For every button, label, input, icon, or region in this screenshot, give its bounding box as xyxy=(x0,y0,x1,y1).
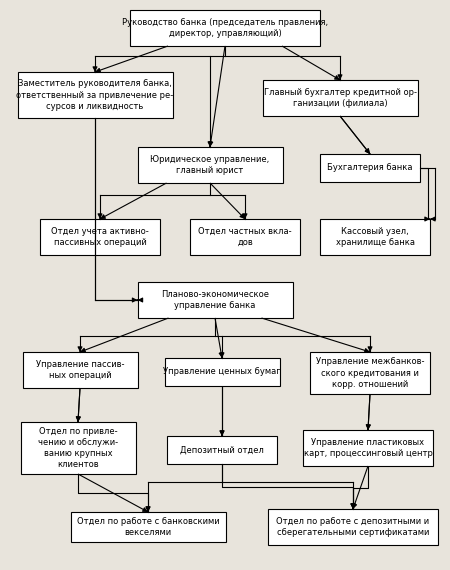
Text: Бухгалтерия банка: Бухгалтерия банка xyxy=(327,164,413,173)
FancyBboxPatch shape xyxy=(130,10,320,46)
FancyBboxPatch shape xyxy=(165,358,279,386)
Text: Руководство банка (председатель правления,
директор, управляющий): Руководство банка (председатель правлени… xyxy=(122,18,328,38)
Text: Отдел по работе с депозитными и
сберегательными сертификатами: Отдел по работе с депозитными и сберегат… xyxy=(276,517,430,537)
Text: Управление ценных бумаг: Управление ценных бумаг xyxy=(163,368,281,377)
Text: Отдел по работе с банковскими
векселями: Отдел по работе с банковскими векселями xyxy=(76,517,219,537)
Text: Юридическое управление,
главный юрист: Юридическое управление, главный юрист xyxy=(150,155,270,175)
FancyBboxPatch shape xyxy=(22,352,138,388)
Text: Главный бухгалтер кредитной ор-
ганизации (филиала): Главный бухгалтер кредитной ор- ганизаци… xyxy=(264,88,417,108)
FancyBboxPatch shape xyxy=(190,219,300,255)
Text: Отдел учета активно-
пассивных операций: Отдел учета активно- пассивных операций xyxy=(51,227,149,247)
FancyBboxPatch shape xyxy=(320,219,430,255)
Text: Кассовый узел,
хранилище банка: Кассовый узел, хранилище банка xyxy=(336,227,414,247)
Text: Управление пассив-
ных операций: Управление пассив- ных операций xyxy=(36,360,124,380)
FancyBboxPatch shape xyxy=(138,282,292,318)
FancyBboxPatch shape xyxy=(303,430,433,466)
Text: Отдел по привле-
чению и обслужи-
ванию крупных
клиентов: Отдел по привле- чению и обслужи- ванию … xyxy=(38,427,118,469)
FancyBboxPatch shape xyxy=(262,80,418,116)
FancyBboxPatch shape xyxy=(268,509,438,545)
Text: Управление пластиковых
карт, процессинговый центр: Управление пластиковых карт, процессинго… xyxy=(304,438,432,458)
FancyBboxPatch shape xyxy=(21,422,135,474)
FancyBboxPatch shape xyxy=(310,352,430,394)
FancyBboxPatch shape xyxy=(71,512,225,542)
FancyBboxPatch shape xyxy=(40,219,160,255)
FancyBboxPatch shape xyxy=(138,147,283,183)
Text: Отдел частных вкла-
дов: Отдел частных вкла- дов xyxy=(198,227,292,247)
Text: Заместитель руководителя банка,
ответственный за привлечение ре-
сурсов и ликвид: Заместитель руководителя банка, ответств… xyxy=(16,79,174,111)
Text: Управление межбанков-
ского кредитования и
корр. отношений: Управление межбанков- ского кредитования… xyxy=(316,357,424,389)
FancyBboxPatch shape xyxy=(320,154,420,182)
Text: Депозитный отдел: Депозитный отдел xyxy=(180,446,264,454)
FancyBboxPatch shape xyxy=(167,436,277,464)
FancyBboxPatch shape xyxy=(18,72,172,118)
Text: Планово-экономическое
управление банка: Планово-экономическое управление банка xyxy=(161,290,269,310)
